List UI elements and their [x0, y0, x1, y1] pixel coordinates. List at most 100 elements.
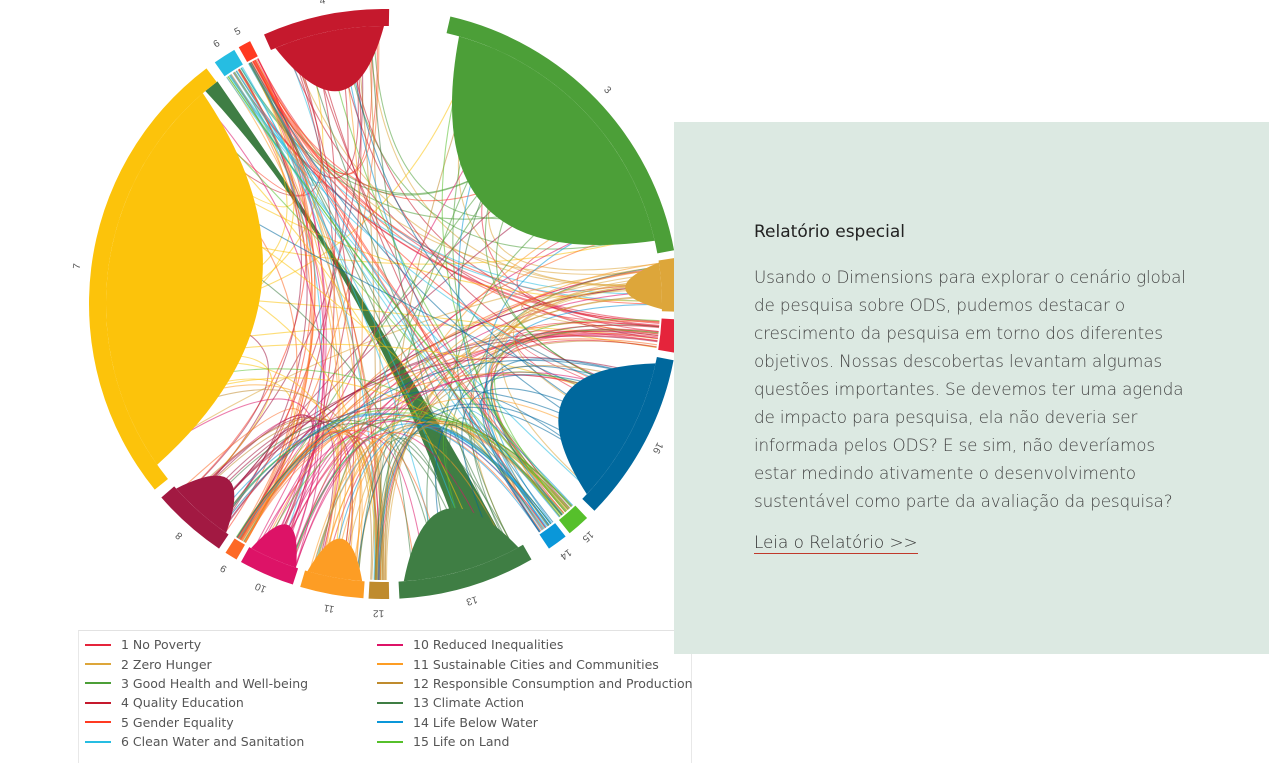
arc-segment-10 [240, 547, 299, 585]
arc-label-16: 16 [650, 440, 665, 455]
self-loop-4 [275, 26, 384, 92]
ribbon-line [249, 62, 502, 555]
ribbon-line [375, 441, 414, 580]
ribbon-line [490, 358, 651, 516]
ribbon-line [381, 340, 657, 580]
legend-label: 2 Zero Hunger [121, 656, 212, 672]
ribbon-line [375, 423, 563, 580]
ribbon-line [255, 28, 378, 175]
legend-label: 1 No Poverty [121, 637, 202, 653]
ribbon-line [209, 415, 306, 539]
ribbon-line [441, 41, 566, 513]
ribbon-line [197, 420, 353, 578]
ribbon-line [291, 291, 660, 565]
self-loop-3 [451, 36, 655, 246]
legend-swatch [377, 643, 403, 646]
ribbon-line [289, 436, 427, 577]
legend-swatch [85, 701, 111, 704]
special-report-panel: Relatório especial Usando o Dimensions p… [674, 122, 1269, 654]
ribbon-line [199, 97, 325, 566]
sdg-chord-diagram: 12345678910111213141516 [72, 0, 698, 618]
legend-item: 2 Zero Hunger [85, 654, 308, 673]
ribbon-line [295, 371, 645, 566]
ribbon-line [236, 359, 650, 538]
ribbon-line [289, 44, 660, 287]
ribbon-line [375, 365, 649, 580]
ribbon-line [226, 76, 339, 573]
self-loop-2 [625, 262, 662, 310]
ribbon-line [184, 58, 308, 496]
legend-swatch [377, 721, 403, 724]
legend: 1 No Poverty 2 Zero Hunger 3 Good Health a… [78, 630, 693, 763]
read-report-link[interactable]: Leia o Relatório >> [754, 532, 918, 554]
ribbon-line [335, 32, 645, 396]
chord-ribbons [108, 28, 661, 581]
ribbon-line [239, 37, 337, 540]
self-loop-8 [176, 475, 235, 533]
chord-self-loops [106, 26, 662, 582]
legend-label: 4 Quality Education [121, 695, 244, 711]
arc-label-4: 4 [319, 0, 327, 7]
legend-item: 1 No Poverty [85, 635, 308, 654]
legend-item: 10 Reduced Inequalities [377, 635, 693, 654]
arc-segment-14 [539, 523, 566, 549]
legend-column-2: 10 Reduced Inequalities 11 Sustainable Ci… [377, 635, 693, 751]
legend-swatch [85, 643, 111, 646]
legend-swatch [377, 701, 403, 704]
ribbon-line [345, 30, 630, 432]
arc-segment-5 [238, 41, 258, 63]
ribbon-line [208, 335, 658, 518]
legend-label: 5 Gender Equality [121, 714, 234, 730]
ribbon-line [230, 74, 644, 399]
arc-segment-13 [398, 544, 532, 599]
arc-segment-12 [368, 581, 390, 599]
ribbon-line [250, 61, 621, 448]
ribbon-line [309, 431, 509, 571]
ribbon-line [308, 38, 571, 509]
ribbon-line [220, 69, 308, 528]
legend-item: 15 Life on Land [377, 732, 693, 751]
ribbon-line [229, 74, 384, 580]
arc-label-15: 15 [580, 528, 596, 544]
panel-title: Relatório especial [754, 222, 906, 242]
ribbon-line [291, 437, 377, 580]
arc-label-13: 13 [464, 593, 478, 607]
ribbon-line [248, 62, 480, 564]
self-loop-16 [558, 363, 656, 495]
ribbon-line [226, 76, 589, 490]
ribbon-line [221, 389, 623, 528]
legend-column-1: 1 No Poverty 2 Zero Hunger 3 Good Health a… [85, 635, 308, 751]
legend-label: 3 Good Health and Well-being [121, 675, 309, 691]
arc-label-6: 6 [212, 38, 223, 50]
legend-label: 13 Climate Action [413, 695, 525, 711]
ribbon-line [301, 40, 512, 550]
ribbon-line [467, 412, 560, 528]
panel-body-text: Usando o Dimensions para explorar o cená… [754, 267, 1186, 511]
legend-swatch [85, 682, 111, 685]
ribbon-line [324, 34, 572, 508]
ribbon-line [324, 328, 659, 574]
ribbon-line [237, 373, 642, 539]
ribbon-line [237, 422, 316, 548]
arc-label-7: 7 [72, 262, 84, 269]
ribbon-line [232, 72, 476, 565]
ribbon-line [368, 28, 660, 286]
arc-segment-1 [658, 318, 679, 353]
ribbon-line [433, 424, 552, 571]
legend-label: 12 Responsible Consumption and Productio… [413, 675, 693, 691]
self-loop-10 [251, 524, 297, 568]
ribbon-line [260, 433, 361, 579]
legend-item: 5 Gender Equality [85, 713, 308, 732]
ribbon-line [274, 435, 380, 580]
ribbon-line [340, 31, 363, 577]
ribbon-line [252, 61, 550, 526]
arc-segment-16 [582, 357, 674, 511]
legend-swatch [377, 740, 403, 743]
arc-segment-15 [558, 505, 588, 534]
self-loop-13 [403, 508, 519, 582]
ribbon-line [355, 403, 612, 579]
ribbon-line [236, 429, 347, 576]
arc-segment-7 [88, 68, 217, 490]
arc-segment-4 [264, 8, 390, 51]
arc-label-14: 14 [557, 546, 573, 562]
